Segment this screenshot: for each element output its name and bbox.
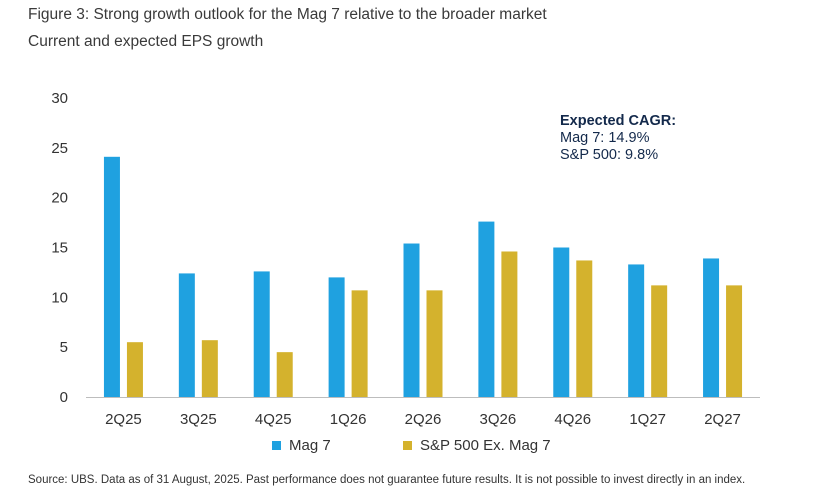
x-tick-label: 3Q25 [180, 411, 217, 428]
chart-legend: Mag 7 S&P 500 Ex. Mag 7 [0, 437, 831, 457]
bar-sp500 [651, 285, 668, 397]
bar-sp500 [126, 342, 143, 397]
legend-item-mag7: Mag 7 [272, 437, 331, 454]
x-tick-label: 2Q25 [105, 411, 142, 428]
y-tick-label: 10 [51, 289, 68, 306]
bar-mag7 [553, 247, 570, 397]
cagr-sp500: S&P 500: 9.8% [560, 147, 659, 163]
chart-subtitle: Current and expected EPS growth [28, 33, 264, 50]
x-tick-label: 2Q27 [704, 411, 741, 428]
y-tick-label: 25 [51, 140, 68, 157]
x-tick-label: 2Q26 [405, 411, 442, 428]
bar-sp500 [276, 352, 293, 397]
legend-item-sp500: S&P 500 Ex. Mag 7 [403, 437, 551, 454]
legend-swatch-sp500 [403, 441, 412, 450]
chart-title: Figure 3: Strong growth outlook for the … [28, 6, 547, 23]
y-tick-label: 5 [60, 339, 68, 356]
bar-sp500 [351, 290, 368, 397]
x-tick-label: 1Q26 [330, 411, 367, 428]
y-tick-label: 0 [60, 389, 68, 406]
y-tick-label: 15 [51, 240, 68, 257]
bar-mag7 [328, 277, 345, 397]
cagr-annotation: Expected CAGR: Mag 7: 14.9% S&P 500: 9.8… [560, 113, 676, 164]
bar-mag7 [703, 258, 720, 397]
y-tick-label: 30 [51, 90, 68, 107]
source-note: Source: UBS. Data as of 31 August, 2025.… [28, 474, 746, 486]
x-tick-label: 4Q25 [255, 411, 292, 428]
bar-mag7 [403, 243, 420, 397]
bar-sp500 [201, 340, 218, 397]
y-tick-label: 20 [51, 190, 68, 207]
legend-swatch-mag7 [272, 441, 281, 450]
bar-sp500 [501, 251, 518, 397]
bar-sp500 [726, 285, 743, 397]
bar-mag7 [178, 273, 195, 397]
cagr-heading: Expected CAGR: [560, 113, 677, 129]
bar-mag7 [628, 264, 645, 397]
bar-chart: 0 5 10 15 20 25 30 2Q25 3Q25 4Q25 1Q26 2Q26 3Q26 4Q26… [51, 90, 760, 428]
bar-mag7 [478, 221, 495, 397]
bar-mag7 [253, 271, 270, 397]
cagr-mag7: Mag 7: 14.9% [560, 130, 650, 146]
legend-label-mag7: Mag 7 [289, 437, 331, 454]
bar-sp500 [576, 260, 593, 397]
x-tick-label: 1Q27 [629, 411, 666, 428]
x-tick-label: 3Q26 [480, 411, 517, 428]
bar-sp500 [426, 290, 443, 397]
bar-mag7 [103, 156, 120, 397]
legend-label-sp500: S&P 500 Ex. Mag 7 [420, 437, 551, 454]
x-tick-label: 4Q26 [554, 411, 591, 428]
